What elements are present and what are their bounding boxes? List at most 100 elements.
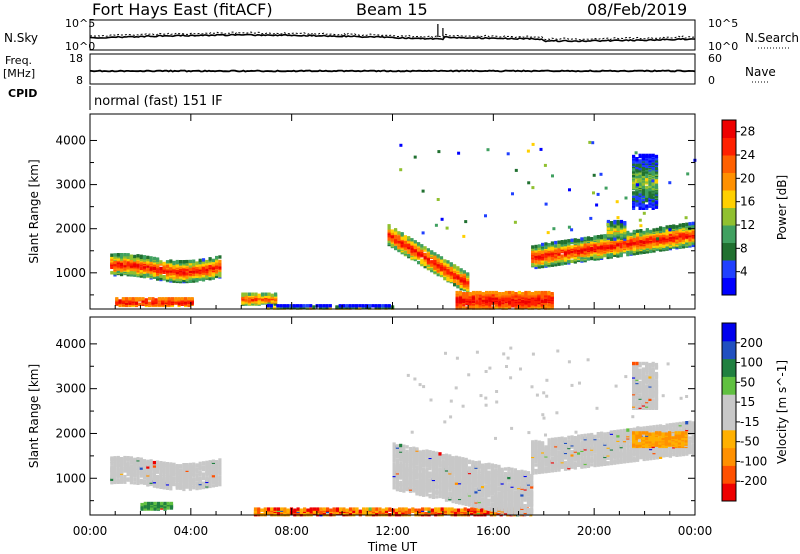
echo-cell [691, 243, 695, 248]
echo-cell [652, 241, 656, 245]
echo-cell [192, 483, 196, 488]
echo-cell [159, 471, 163, 475]
echo-cell [477, 464, 481, 468]
echo-cell [629, 235, 633, 240]
echo-cell [435, 471, 439, 476]
echo-cell [422, 493, 426, 497]
echo-cell [691, 223, 695, 228]
y-tick-label: 1000 [55, 266, 86, 280]
echo-cell [500, 493, 504, 497]
echo-cell [402, 487, 406, 491]
echo-cell [471, 460, 475, 464]
echo-cell [634, 151, 638, 155]
echo-cell [471, 486, 475, 490]
echo-cell [188, 469, 192, 473]
echo-cell [408, 479, 413, 483]
echo-cell [656, 237, 660, 241]
echo-cell [651, 184, 655, 188]
echo-cell [490, 465, 494, 469]
echo-cell [157, 299, 161, 303]
echo-cell [149, 266, 153, 270]
echo-cell [123, 474, 127, 479]
echo-cell [448, 454, 452, 458]
echo-cell [659, 226, 663, 230]
echo-cell [150, 501, 154, 506]
echo-cell [580, 256, 584, 260]
echo-cell [110, 261, 114, 265]
echo-cell [355, 509, 359, 513]
echo-cell [422, 481, 426, 485]
echo-cell [120, 262, 124, 267]
echo-cell [422, 474, 426, 478]
echo-cell [451, 471, 455, 476]
echo-cell [420, 250, 424, 255]
echo-cell [501, 292, 505, 296]
echo-cell [434, 507, 438, 511]
echo-cell [144, 302, 148, 306]
echo-cell [218, 481, 222, 486]
echo-cell [577, 245, 581, 249]
date-label: 08/Feb/2019 [587, 0, 688, 19]
echo-cell [427, 509, 431, 513]
freq-tick-bottom: 8 [76, 74, 83, 87]
echo-cell [402, 462, 406, 466]
echo-cell [241, 292, 245, 296]
colorbar-segment [722, 242, 736, 261]
echo-cell [362, 509, 366, 513]
echo-cell [157, 297, 161, 301]
echo-cell [459, 278, 463, 282]
echo-cell [120, 272, 124, 277]
echo-cell [537, 254, 541, 258]
echo-cell [466, 283, 470, 287]
echo-cell [639, 229, 643, 233]
echo-cell [632, 206, 636, 210]
echo-cell [266, 306, 270, 310]
echo-cell [641, 171, 645, 175]
echo-cell [539, 147, 543, 151]
echo-cell [465, 297, 469, 301]
echo-cell [491, 293, 495, 297]
echo-cell [501, 294, 505, 298]
echo-cell [116, 468, 120, 472]
echo-cell [541, 259, 545, 263]
echo-cell [263, 507, 267, 511]
echo-cell [435, 495, 439, 499]
echo-cell [165, 272, 170, 276]
echo-cell [461, 471, 465, 476]
echo-cell [156, 474, 160, 479]
echo-cell [136, 457, 140, 461]
echo-cell [172, 480, 176, 484]
echo-cell [123, 464, 127, 469]
echo-cell [554, 263, 558, 267]
echo-cell [408, 472, 413, 477]
echo-cell [129, 464, 133, 468]
echo-cell [632, 249, 636, 254]
echo-cell [399, 487, 403, 491]
echo-cell [632, 179, 636, 183]
echo-cell [462, 274, 466, 279]
echo-cell [392, 462, 396, 466]
echo-cell [172, 268, 176, 272]
echo-cell [473, 507, 477, 511]
echo-cell [408, 456, 413, 460]
echo-cell [251, 292, 255, 296]
echo-cell [116, 478, 120, 482]
echo-cell [458, 474, 462, 478]
echo-cell [481, 474, 485, 479]
echo-cell [218, 460, 222, 464]
echo-cell [394, 245, 398, 250]
colorbar-segment [722, 260, 736, 278]
echo-cell [461, 497, 465, 501]
echo-cell [456, 279, 460, 283]
echo-cell [577, 242, 581, 246]
y-axis-label: Slant Range [km] [27, 159, 41, 263]
echo-cell [113, 469, 117, 473]
echo-cell [167, 297, 171, 301]
echo-cell [458, 465, 462, 469]
echo-cell [678, 242, 682, 246]
echo-cell [464, 485, 468, 490]
echo-cell [159, 461, 163, 465]
echo-cell [375, 507, 379, 511]
echo-cell [563, 242, 568, 247]
echo-cell [309, 306, 313, 310]
